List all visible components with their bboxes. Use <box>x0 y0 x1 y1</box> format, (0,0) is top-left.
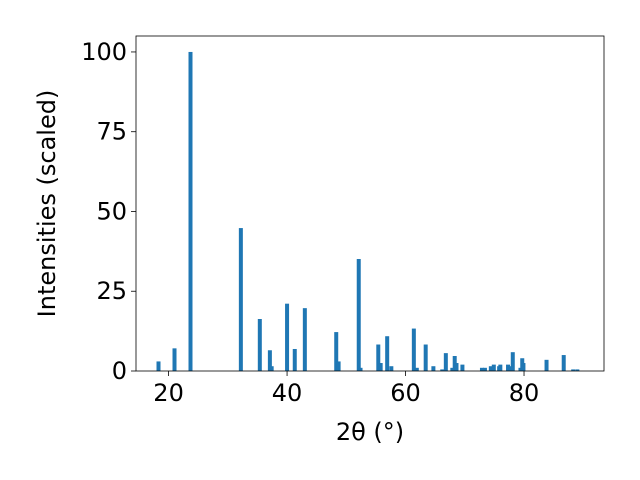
bar <box>302 308 307 371</box>
bar <box>238 228 243 371</box>
bar <box>172 348 177 371</box>
bar <box>356 259 361 371</box>
bar <box>336 361 341 371</box>
x-tick-label: 20 <box>153 379 184 407</box>
bar <box>488 366 493 371</box>
bar <box>378 363 383 371</box>
bar <box>292 348 297 371</box>
bar <box>544 359 549 371</box>
bar <box>498 364 503 371</box>
bar <box>506 364 511 371</box>
bar <box>257 319 262 371</box>
bar <box>482 367 487 371</box>
bars-group <box>156 51 580 371</box>
bar <box>334 332 339 371</box>
bar <box>188 51 193 371</box>
bar <box>450 367 455 371</box>
bar <box>411 328 416 371</box>
bar <box>510 352 515 371</box>
bar <box>491 364 496 371</box>
x-axis-ticks: 20 40 60 80 <box>153 371 539 407</box>
bar <box>376 344 381 371</box>
bar <box>521 363 526 371</box>
bar <box>156 361 161 371</box>
x-tick-label: 80 <box>509 379 540 407</box>
y-tick-label: 50 <box>96 197 127 225</box>
x-axis-label: 2θ (°) <box>336 418 404 446</box>
bar <box>431 366 436 371</box>
bar <box>414 367 419 371</box>
x-tick-label: 60 <box>390 379 421 407</box>
bar <box>269 366 274 371</box>
bar <box>423 344 428 371</box>
bar <box>267 350 272 371</box>
x-tick-label: 40 <box>272 379 303 407</box>
y-tick-label: 25 <box>96 277 127 305</box>
bar <box>561 355 566 371</box>
bar <box>285 303 290 371</box>
bar <box>389 366 394 371</box>
bar <box>440 369 445 371</box>
y-tick-label: 0 <box>112 357 127 385</box>
bar <box>479 367 484 371</box>
bar <box>460 364 465 371</box>
y-axis-ticks: 0 25 50 75 100 <box>81 38 136 385</box>
bar <box>443 353 448 371</box>
bar <box>571 369 576 371</box>
bar <box>358 367 363 371</box>
bar <box>454 363 459 371</box>
plot-frame <box>135 35 605 372</box>
y-tick-label: 75 <box>96 118 127 146</box>
y-axis-label: Intensities (scaled) <box>33 90 61 318</box>
bar <box>575 369 580 371</box>
bar <box>385 336 390 371</box>
y-tick-label: 100 <box>81 38 127 66</box>
